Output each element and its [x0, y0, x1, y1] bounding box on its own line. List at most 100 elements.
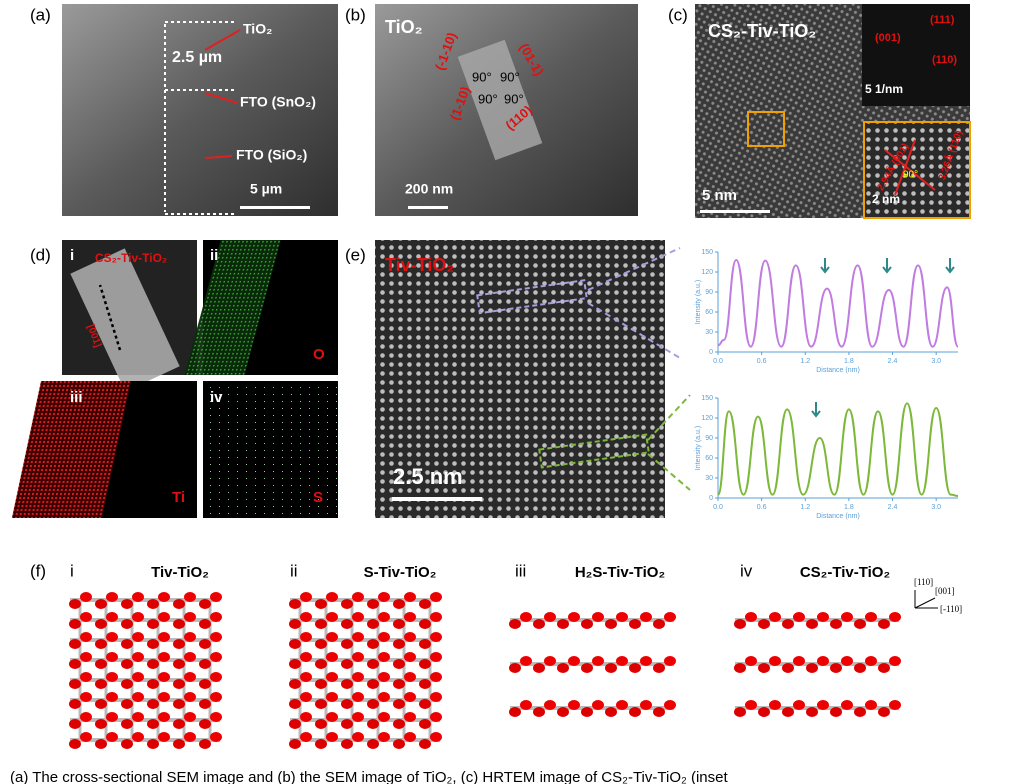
panel-title: CS₂-Tiv-TiO₂ [95, 251, 167, 265]
atom [769, 656, 781, 666]
atom [653, 707, 665, 717]
y-tick-label: 150 [701, 395, 713, 402]
layer-label: FTO (SnO₂) [240, 94, 316, 110]
angle-label: 90° [903, 170, 918, 181]
atom [210, 652, 222, 662]
structure-index: i [70, 561, 74, 580]
atom [173, 699, 185, 709]
atom [854, 707, 866, 717]
atom [199, 719, 211, 729]
atom [95, 719, 107, 729]
atom [533, 707, 545, 717]
x-tick-label: 0.6 [757, 358, 767, 365]
layer-label: FTO (SiO₂) [236, 147, 307, 163]
atom [419, 639, 431, 649]
atom [352, 612, 364, 622]
atom [352, 692, 364, 702]
atom [147, 659, 159, 669]
angle-label: 90° [500, 69, 520, 84]
atom [300, 592, 312, 602]
y-tick-label: 30 [705, 329, 713, 336]
atom [80, 732, 92, 742]
atom [367, 639, 379, 649]
thickness-label: 2.5 µm [172, 49, 222, 66]
panel-label: (c) [668, 5, 688, 24]
atom [210, 612, 222, 622]
atom [106, 592, 118, 602]
atom [817, 612, 829, 622]
panel-title: TiO₂ [385, 17, 423, 37]
spot-label: (110) [932, 54, 957, 66]
atom [300, 732, 312, 742]
atom [132, 612, 144, 622]
atom [419, 599, 431, 609]
atom [158, 692, 170, 702]
atom [341, 699, 353, 709]
atom [430, 652, 442, 662]
atom [199, 699, 211, 709]
atom [640, 700, 652, 710]
atom [419, 659, 431, 669]
atom [830, 619, 842, 629]
atom [132, 692, 144, 702]
atom [640, 612, 652, 622]
atom [769, 700, 781, 710]
atom [210, 692, 222, 702]
panel-title: Tiv-TiO₂ [385, 255, 454, 275]
atom [404, 672, 416, 682]
atom [592, 700, 604, 710]
atom [121, 699, 133, 709]
panel-label: (d) [30, 245, 51, 264]
atom [419, 719, 431, 729]
atom [184, 732, 196, 742]
atom [404, 612, 416, 622]
atom [616, 700, 628, 710]
atom [80, 652, 92, 662]
sem-image [62, 4, 338, 216]
atom [289, 739, 301, 749]
atom [830, 663, 842, 673]
angle-label: 90° [472, 69, 492, 84]
atom [289, 659, 301, 669]
atom [326, 632, 338, 642]
atom [315, 699, 327, 709]
atom [419, 619, 431, 629]
atom [121, 719, 133, 729]
atom [367, 739, 379, 749]
atom [664, 700, 676, 710]
atom [664, 656, 676, 666]
atom [341, 619, 353, 629]
atom [95, 659, 107, 669]
atom [430, 732, 442, 742]
scale-bar-label: 2.5 nm [393, 464, 463, 489]
x-tick-label: 1.2 [800, 504, 810, 511]
atom [393, 739, 405, 749]
atom [121, 639, 133, 649]
atom [544, 612, 556, 622]
atom [378, 672, 390, 682]
panel-label: (a) [30, 5, 51, 24]
atom [878, 619, 890, 629]
atom [419, 679, 431, 689]
atom [315, 639, 327, 649]
atom [758, 707, 770, 717]
atom [568, 700, 580, 710]
atom [300, 712, 312, 722]
atom [605, 663, 617, 673]
atom [629, 619, 641, 629]
atom [393, 699, 405, 709]
atom [289, 639, 301, 649]
atom [95, 679, 107, 689]
atom [315, 679, 327, 689]
atom [289, 599, 301, 609]
atom [199, 739, 211, 749]
atom [841, 612, 853, 622]
atom [106, 692, 118, 702]
atom [378, 592, 390, 602]
y-tick-label: 120 [701, 415, 713, 422]
atom [653, 619, 665, 629]
atom [430, 612, 442, 622]
atom [173, 719, 185, 729]
atom [199, 599, 211, 609]
scale-bar-label: 200 nm [405, 181, 453, 197]
